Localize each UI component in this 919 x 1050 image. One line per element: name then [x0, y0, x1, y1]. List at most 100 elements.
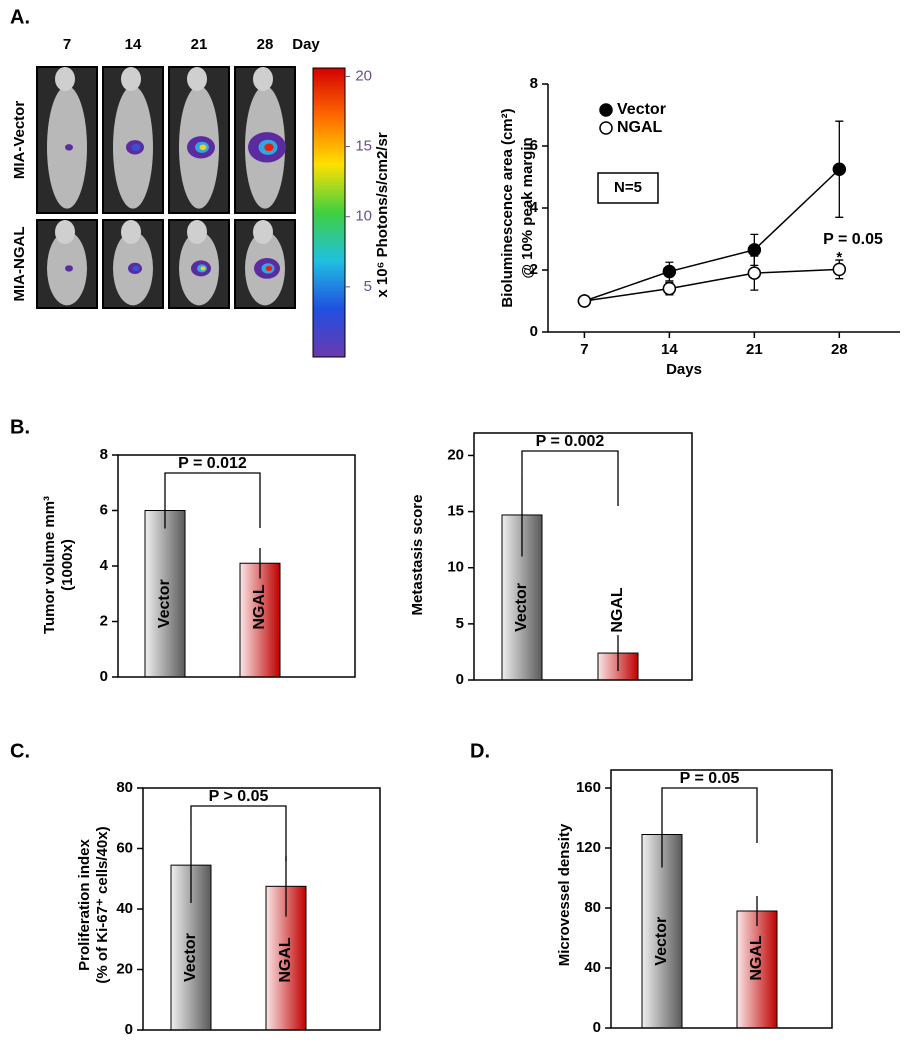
signal — [200, 266, 206, 271]
y-axis-label: Tumor volume mm³ — [41, 496, 58, 634]
y-tick-label: 10 — [447, 559, 464, 576]
bar-label: Vector — [156, 579, 173, 628]
x-tick-label: 7 — [580, 341, 588, 358]
y-tick-label: 120 — [576, 839, 601, 856]
y-axis-label: Proliferation index — [76, 839, 93, 971]
y-tick-label: 0 — [456, 671, 464, 688]
legend-marker — [599, 121, 613, 135]
colorbar-tick-label: 5 — [364, 278, 372, 295]
significance-label: P = 0.05 — [680, 770, 740, 787]
y-tick-label: 20 — [447, 446, 464, 463]
bar-label: Vector — [513, 583, 530, 632]
significance-label: P = 0.012 — [178, 455, 247, 472]
column-label: 14 — [125, 36, 142, 53]
y-axis-label: (% of Ki-67⁺ cells/40x) — [94, 826, 111, 983]
x-axis-label: Days — [666, 361, 702, 378]
signal — [265, 265, 273, 271]
y-axis-label: Metastasis score — [409, 495, 426, 616]
annotation: P = 0.05 — [823, 231, 883, 248]
y-tick-label: 20 — [116, 960, 133, 977]
plot-frame — [473, 432, 693, 681]
signal — [132, 265, 140, 272]
y-tick-label: 15 — [447, 503, 464, 520]
x-tick-label: 28 — [831, 341, 848, 358]
annotation-box — [597, 172, 659, 204]
bar-label: NGAL — [251, 584, 268, 630]
column-label: 28 — [257, 36, 274, 53]
point — [832, 262, 847, 277]
point — [832, 162, 847, 176]
significance-bracket — [521, 450, 619, 506]
row-label: MIA-Vector — [11, 101, 28, 180]
y-tick-label: 6 — [530, 137, 538, 154]
colorbar-tick-label: 10 — [355, 208, 372, 225]
column-label: 21 — [191, 36, 208, 53]
mouse-head — [121, 67, 141, 91]
y-tick-label: 4 — [100, 557, 109, 574]
colorbar — [312, 67, 346, 358]
point — [747, 266, 762, 280]
signal — [65, 265, 73, 272]
mouse-head — [55, 67, 75, 91]
y-tick-label: 0 — [530, 323, 538, 340]
y-tick-label: 160 — [576, 779, 601, 796]
y-axis-label: @ 10% peak margin — [519, 137, 536, 278]
row-label: MIA-NGAL — [11, 227, 28, 302]
y-axis-label: Microvessel density — [556, 823, 573, 966]
column-unit: Day — [292, 36, 320, 53]
legend-marker — [599, 103, 613, 117]
bar — [736, 910, 778, 1029]
colorbar-tick-label: 15 — [355, 138, 372, 155]
mouse-head — [253, 67, 273, 91]
panel-label: D. — [470, 740, 490, 762]
legend-label: Vector — [617, 101, 666, 118]
y-tick-label: 2 — [530, 261, 538, 278]
signal — [264, 143, 274, 152]
x-tick-label: 14 — [661, 341, 678, 358]
significance-label: P > 0.05 — [209, 788, 269, 805]
y-tick-label: 6 — [100, 501, 108, 518]
mouse-head — [187, 67, 207, 91]
panel-label: B. — [10, 416, 30, 438]
panel-label: C. — [10, 740, 30, 762]
colorbar-label: x 10⁶ Photons/s/cm2/sr — [374, 132, 391, 297]
y-tick-label: 40 — [584, 959, 601, 976]
point — [577, 294, 592, 308]
y-tick-label: 0 — [125, 1021, 133, 1038]
y-tick-label: 5 — [456, 615, 464, 632]
bar-label: NGAL — [277, 937, 294, 983]
bar-label: Vector — [653, 917, 670, 966]
y-tick-label: 40 — [116, 900, 133, 917]
y-axis-label: Bioluminescence area (cm²) — [499, 108, 516, 307]
series-line — [584, 168, 840, 302]
mouse-head — [187, 220, 207, 244]
legend-label: NGAL — [617, 119, 663, 136]
colorbar-tick-label: 20 — [355, 67, 372, 84]
y-tick-label: 0 — [100, 668, 108, 685]
signal — [199, 144, 207, 151]
y-tick-label: 4 — [530, 199, 539, 216]
y-tick-label: 8 — [530, 75, 538, 92]
y-tick-label: 60 — [116, 839, 133, 856]
annotation: * — [836, 249, 842, 266]
bar — [144, 510, 186, 678]
point — [662, 264, 677, 279]
y-tick-label: 80 — [116, 779, 133, 796]
column-label: 7 — [63, 36, 71, 53]
signal — [131, 143, 141, 151]
bar-label: NGAL — [609, 587, 626, 633]
y-tick-label: 0 — [593, 1019, 601, 1036]
significance-bracket — [661, 787, 758, 843]
y-tick-label: 2 — [100, 612, 108, 629]
significance-label: P = 0.002 — [536, 433, 605, 450]
annotation: N=5 — [614, 179, 642, 196]
plot-frame — [610, 769, 833, 1029]
significance-bracket — [190, 805, 287, 861]
bar-label: Vector — [182, 933, 199, 982]
bar-label: NGAL — [748, 935, 765, 981]
x-tick-label: 21 — [746, 341, 763, 358]
y-axis-label: (1000x) — [59, 539, 76, 591]
series-line — [584, 268, 840, 302]
mouse-head — [253, 220, 273, 244]
